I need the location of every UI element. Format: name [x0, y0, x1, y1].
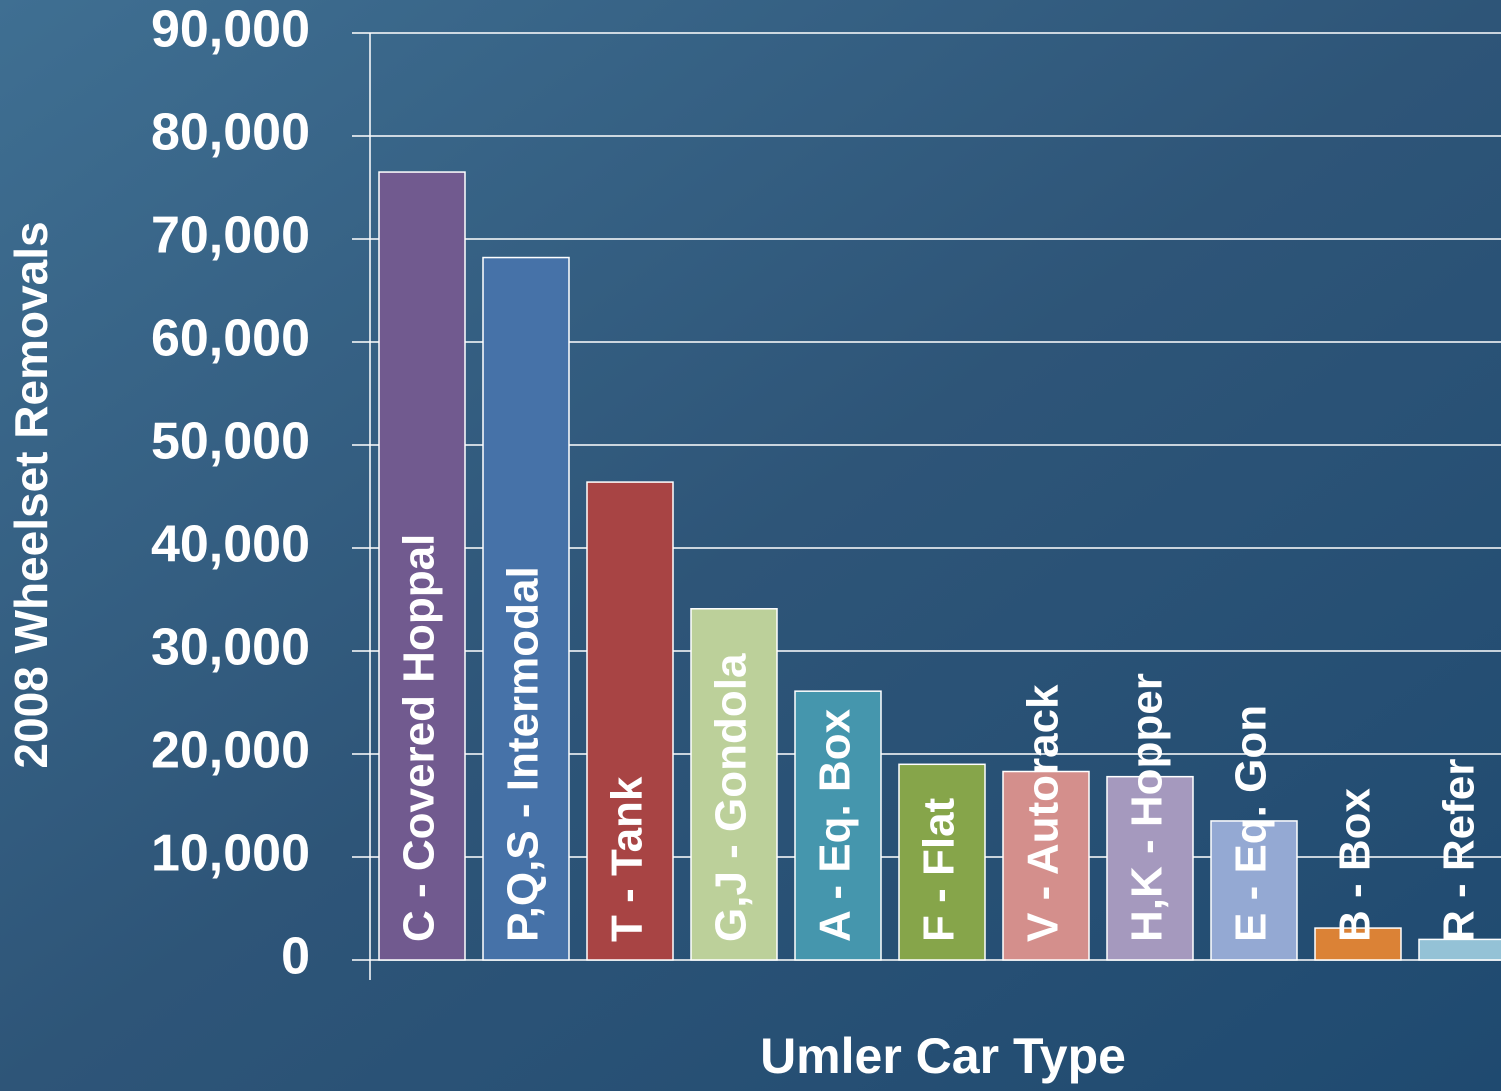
bar [378, 171, 466, 961]
x-tick-label: C - Covered Hoppal [395, 534, 444, 942]
y-tick-label: 60,000 [151, 310, 310, 368]
bar [1106, 775, 1194, 961]
bar [1314, 927, 1402, 961]
x-tick-label: A - Eq. Box [811, 708, 860, 942]
x-tick-label: P,Q,S - Intermodal [499, 566, 548, 942]
x-tick-label: T - Tank [603, 776, 652, 942]
x-tick-label: B - Box [1331, 787, 1380, 942]
y-tick-label: 0 [281, 928, 310, 986]
x-tick-label: F - Flat [915, 797, 964, 942]
y-tick-label: 40,000 [151, 516, 310, 574]
bar [794, 690, 882, 961]
y-tick-label: 20,000 [151, 722, 310, 780]
bar [1418, 938, 1501, 961]
x-tick-label: V - Autorack [1019, 684, 1068, 942]
y-tick-label: 10,000 [151, 825, 310, 883]
x-tick-label: G,J - Gondola [707, 653, 756, 942]
y-axis-title: 2008 Wheelset Removals [5, 221, 57, 768]
bar [1210, 820, 1298, 961]
bar [690, 608, 778, 961]
x-tick-label: E - Eq. Gon [1227, 705, 1276, 942]
bar [898, 763, 986, 961]
y-tick-label: 80,000 [151, 104, 310, 162]
bar [586, 481, 674, 961]
y-tick-label: 50,000 [151, 413, 310, 471]
y-tick-label: 30,000 [151, 619, 310, 677]
x-tick-label: H,K - Hopper [1123, 673, 1172, 942]
x-axis-title: Umler Car Type [760, 1028, 1126, 1084]
y-tick-label: 90,000 [151, 1, 310, 59]
x-tick-label: R - Refer [1435, 759, 1484, 942]
bar [482, 256, 570, 961]
bar [1002, 770, 1090, 961]
y-tick-label: 70,000 [151, 207, 310, 265]
